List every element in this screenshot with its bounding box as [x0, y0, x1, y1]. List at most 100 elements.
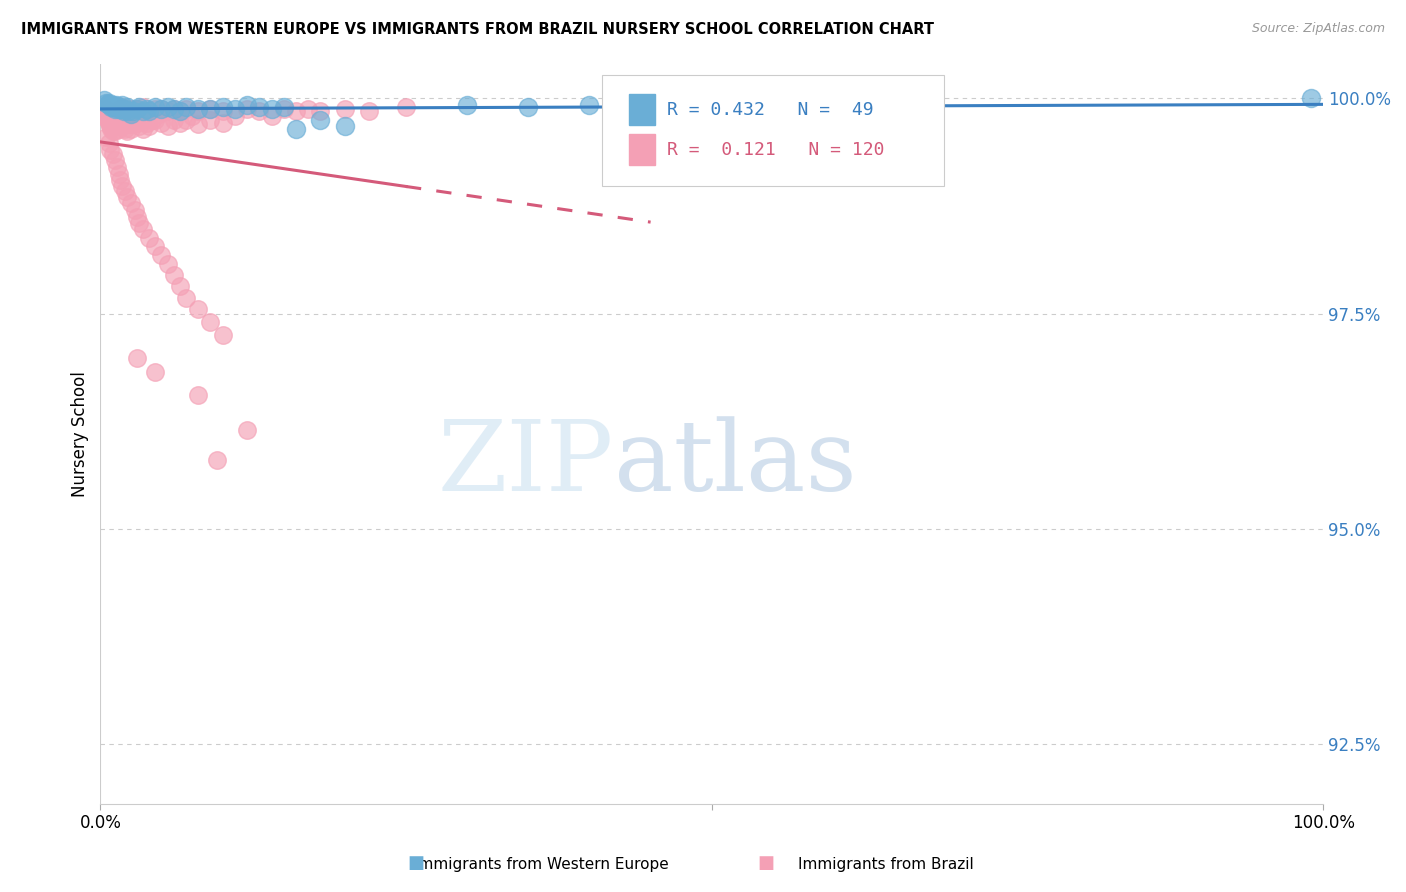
Immigrants from Brazil	[359, 104, 381, 119]
Immigrants from Brazil	[211, 328, 233, 343]
Immigrants from Brazil	[138, 231, 160, 245]
Immigrants from Brazil	[145, 113, 167, 128]
Immigrants from Western Europe	[114, 102, 136, 116]
Immigrants from Western Europe	[107, 102, 129, 116]
Immigrants from Brazil	[148, 107, 170, 121]
Bar	[628, 135, 655, 165]
Immigrants from Brazil	[150, 248, 173, 262]
Immigrants from Western Europe	[101, 98, 124, 112]
Immigrants from Brazil	[110, 115, 132, 129]
Text: ZIP: ZIP	[437, 416, 614, 511]
Immigrants from Brazil	[103, 111, 125, 125]
Immigrants from Western Europe	[884, 98, 907, 112]
Immigrants from Brazil	[124, 113, 146, 128]
Immigrants from Brazil	[117, 104, 139, 119]
Immigrants from Brazil	[169, 279, 191, 293]
Immigrants from Brazil	[200, 315, 222, 329]
Immigrants from Brazil	[107, 113, 129, 128]
Text: ■: ■	[758, 855, 775, 872]
Immigrants from Brazil	[132, 222, 155, 236]
Immigrants from Brazil	[156, 119, 179, 133]
Immigrants from Brazil	[108, 119, 131, 133]
Immigrants from Western Europe	[138, 104, 160, 119]
Immigrants from Western Europe	[285, 121, 308, 136]
Immigrants from Brazil	[111, 100, 134, 114]
Immigrants from Brazil	[163, 268, 186, 282]
Immigrants from Brazil	[112, 115, 135, 129]
Immigrants from Western Europe	[128, 100, 150, 114]
Immigrants from Western Europe	[163, 102, 186, 116]
Immigrants from Western Europe	[211, 100, 233, 114]
Immigrants from Brazil	[97, 109, 120, 123]
Immigrants from Western Europe	[236, 98, 259, 112]
Immigrants from Brazil	[211, 115, 233, 129]
Immigrants from Brazil	[128, 216, 150, 230]
Immigrants from Western Europe	[96, 95, 118, 110]
Immigrants from Brazil	[120, 102, 142, 116]
Immigrants from Brazil	[174, 113, 197, 128]
Immigrants from Brazil	[117, 190, 139, 204]
Immigrants from Western Europe	[112, 104, 135, 119]
Immigrants from Brazil	[128, 119, 150, 133]
Immigrants from Brazil	[211, 104, 233, 119]
Immigrants from Brazil	[110, 104, 132, 119]
Immigrants from Western Europe	[174, 100, 197, 114]
Immigrants from Brazil	[138, 109, 160, 123]
Immigrants from Brazil	[187, 117, 209, 131]
Immigrants from Brazil	[98, 111, 121, 125]
Immigrants from Western Europe	[247, 100, 270, 114]
Immigrants from Brazil	[111, 119, 134, 133]
Immigrants from Brazil	[111, 109, 134, 123]
Immigrants from Western Europe	[117, 104, 139, 119]
Immigrants from Western Europe	[100, 100, 122, 114]
Immigrants from Brazil	[97, 113, 120, 128]
Immigrants from Brazil	[98, 143, 121, 157]
Immigrants from Brazil	[297, 102, 319, 116]
Immigrants from Brazil	[150, 115, 173, 129]
Immigrants from Brazil	[114, 185, 136, 199]
Immigrants from Brazil	[108, 102, 131, 116]
Immigrants from Brazil	[138, 119, 160, 133]
Immigrants from Brazil	[93, 104, 115, 119]
Immigrants from Western Europe	[98, 98, 121, 112]
Immigrants from Western Europe	[122, 104, 145, 119]
Immigrants from Brazil	[124, 203, 146, 218]
Immigrants from Brazil	[135, 115, 157, 129]
Immigrants from Brazil	[200, 102, 222, 116]
Immigrants from Brazil	[187, 104, 209, 119]
Immigrants from Western Europe	[145, 100, 167, 114]
Immigrants from Brazil	[118, 117, 141, 131]
Immigrants from Brazil	[124, 102, 146, 116]
Immigrants from Brazil	[103, 119, 125, 133]
Immigrants from Brazil	[145, 102, 167, 116]
Immigrants from Western Europe	[135, 102, 157, 116]
Immigrants from Brazil	[114, 102, 136, 116]
Immigrants from Western Europe	[200, 102, 222, 116]
Immigrants from Brazil	[107, 161, 129, 175]
Immigrants from Brazil	[101, 147, 124, 161]
Immigrants from Brazil	[150, 102, 173, 116]
Immigrants from Brazil	[187, 388, 209, 402]
Immigrants from Brazil	[224, 109, 246, 123]
Immigrants from Brazil	[117, 124, 139, 138]
Immigrants from Western Europe	[260, 102, 283, 116]
Text: Source: ZipAtlas.com: Source: ZipAtlas.com	[1251, 22, 1385, 36]
Immigrants from Western Europe	[578, 98, 600, 112]
Immigrants from Western Europe	[224, 102, 246, 116]
Immigrants from Brazil	[236, 102, 259, 116]
Immigrants from Western Europe	[105, 98, 128, 112]
Immigrants from Brazil	[174, 102, 197, 116]
Immigrants from Western Europe	[132, 104, 155, 119]
Immigrants from Brazil	[125, 351, 148, 366]
Immigrants from Brazil	[94, 102, 117, 116]
Immigrants from Brazil	[122, 117, 145, 131]
Immigrants from Brazil	[187, 302, 209, 317]
Text: R = 0.432   N =  49: R = 0.432 N = 49	[666, 101, 873, 119]
Immigrants from Western Europe	[97, 97, 120, 112]
Immigrants from Brazil	[141, 113, 163, 128]
Immigrants from Brazil	[128, 109, 150, 123]
Text: atlas: atlas	[614, 416, 856, 511]
Immigrants from Brazil	[101, 124, 124, 138]
Immigrants from Brazil	[120, 121, 142, 136]
Immigrants from Western Europe	[107, 100, 129, 114]
